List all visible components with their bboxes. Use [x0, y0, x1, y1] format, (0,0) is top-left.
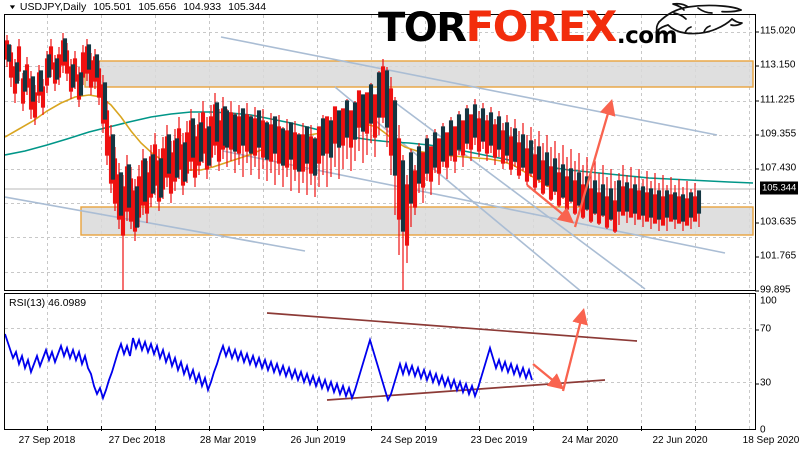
- ma-slow-line: [5, 111, 754, 184]
- date-tick: 23 Dec 2019: [470, 435, 528, 446]
- price-chart-panel[interactable]: [4, 14, 756, 291]
- date-tick: 18 Sep 2020: [742, 435, 800, 446]
- rsi-chart-svg: [5, 294, 755, 429]
- trendline-lower-left: [5, 196, 306, 252]
- rsi-forecast-up-arrow: [561, 307, 588, 392]
- torforex-logo[interactable]: TOR FOREX .com: [378, 2, 678, 51]
- rsi-wedge-upper: [266, 312, 638, 342]
- rsi-chart-panel[interactable]: [4, 293, 756, 430]
- date-tick: 24 Sep 2019: [380, 435, 438, 446]
- price-gridlines: [5, 15, 755, 290]
- rsi-plot-area: [5, 294, 755, 429]
- logo-text-tor: TOR: [378, 5, 467, 51]
- quote-bar: ▼ USDJPY,Daily 105.501 105.656 104.933 105.34…: [8, 1, 266, 13]
- candles-up: [6, 38, 702, 232]
- rsi-forecast-arrows: [532, 307, 588, 392]
- rsi-tick: 0: [760, 424, 766, 436]
- quote-low: 104.933: [183, 1, 222, 13]
- date-tick: 28 Mar 2019: [199, 435, 257, 446]
- price-tick: 111.225: [755, 94, 795, 106]
- price-chart-svg: [5, 15, 755, 290]
- price-tick: 99.895: [755, 284, 791, 296]
- price-y-axis: 115.020 113.150 111.225 109.355 107.430 …: [754, 14, 808, 296]
- current-price-tag: 105.344: [760, 181, 799, 195]
- date-axis: 27 Sep 2018 27 Dec 2018 28 Mar 2019 26 J…: [0, 426, 808, 458]
- candlestick-series: [5, 33, 702, 290]
- price-tick: 103.635: [754, 216, 797, 228]
- rsi-gridlines: [5, 294, 755, 429]
- forecast-arrows: [526, 99, 616, 228]
- trendline-upper: [220, 36, 718, 136]
- rsi-indicator-label: RSI(13) 46.0989: [9, 297, 87, 309]
- symbol-label: USDJPY,Daily: [19, 1, 87, 13]
- trendline-steep-b: [376, 88, 646, 290]
- rsi-y-axis: 100 70 30 0: [754, 293, 808, 436]
- quote-high: 105.656: [138, 1, 177, 13]
- resistance-zone-rect: [84, 60, 754, 88]
- date-tick: 24 Mar 2020: [561, 435, 619, 446]
- quote-close: 105.344: [228, 1, 267, 13]
- rsi-tick: 30: [754, 377, 772, 389]
- date-tick: 27 Dec 2018: [108, 435, 166, 446]
- price-tick: 113.150: [754, 59, 796, 71]
- rsi-tick: 100: [760, 295, 777, 307]
- date-tick: 22 Jun 2020: [652, 435, 708, 446]
- forecast-down-arrow: [526, 184, 575, 224]
- rsi-forecast-down-arrow: [532, 363, 565, 390]
- price-plot-area: [5, 15, 755, 290]
- date-tick: 26 Jun 2019: [290, 435, 346, 446]
- rsi-line: [5, 333, 533, 403]
- rsi-tick: 70: [754, 323, 772, 335]
- logo-text-com: .com: [616, 23, 678, 49]
- collapse-caret-icon[interactable]: ▼: [8, 3, 17, 11]
- date-tick: 27 Sep 2018: [18, 435, 76, 446]
- bull-icon: [655, 2, 743, 35]
- price-tick: 115.020: [754, 25, 796, 37]
- price-tick: 107.430: [754, 162, 797, 174]
- quote-open: 105.501: [93, 1, 132, 13]
- price-tick: 109.355: [754, 128, 797, 140]
- price-tick: 101.765: [754, 250, 797, 262]
- logo-text-forex: FOREX: [465, 2, 618, 51]
- forecast-up-arrow: [573, 99, 616, 228]
